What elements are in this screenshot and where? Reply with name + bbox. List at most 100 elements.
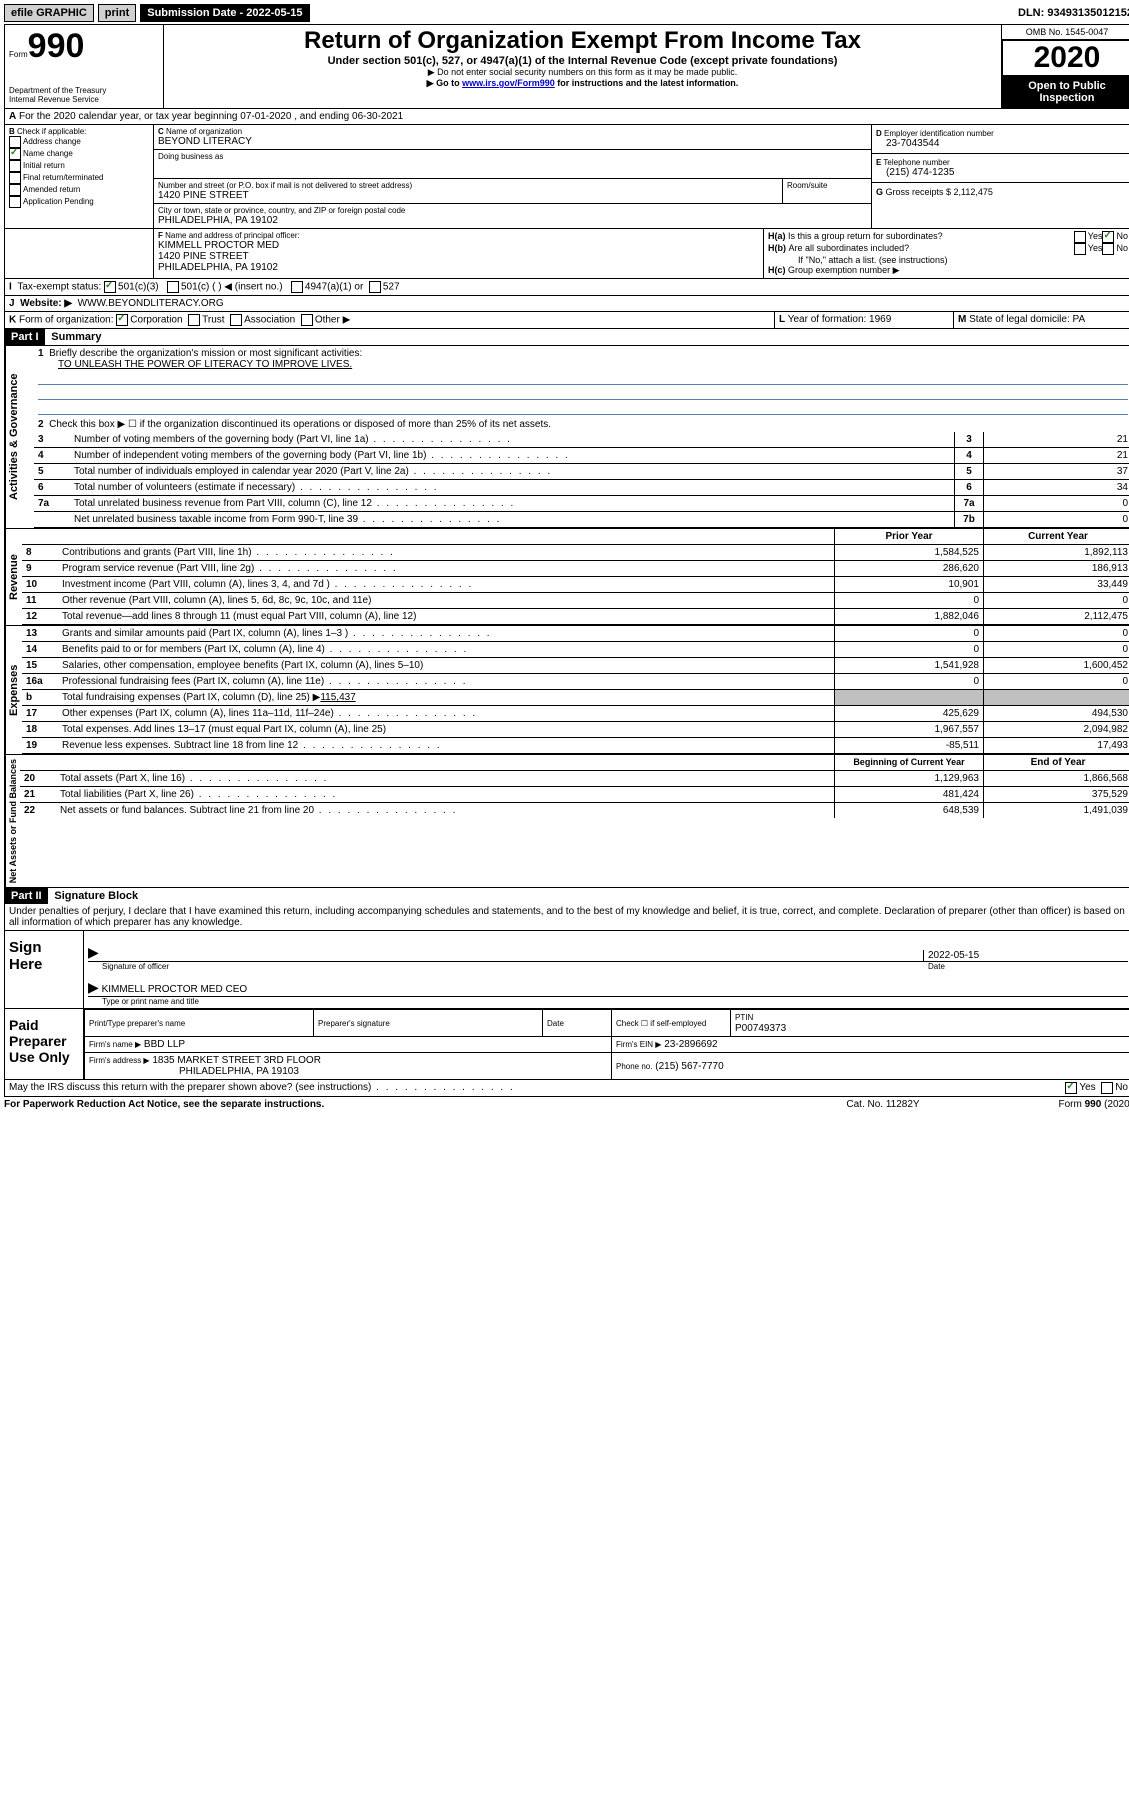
l16a: Professional fundraising fees (Part IX, … <box>58 674 834 689</box>
c16a: 0 <box>983 674 1129 689</box>
firm-addr-label: Firm's address ▶ <box>89 1056 150 1065</box>
net-assets-section: Net Assets or Fund Balances Beginning of… <box>5 754 1129 887</box>
tax-year-line: For the 2020 calendar year, or tax year … <box>19 111 403 122</box>
p22: 648,539 <box>834 803 983 818</box>
i-label: Tax-exempt status: <box>17 282 101 293</box>
note2-link[interactable]: www.irs.gov/Form990 <box>462 78 555 88</box>
efile-btn[interactable]: efile GRAPHIC <box>4 4 94 22</box>
501c-cb[interactable] <box>167 281 179 293</box>
l11: Other revenue (Part VIII, column (A), li… <box>58 593 834 608</box>
assoc-cb[interactable] <box>230 314 242 326</box>
prep-sig-label: Preparer's signature <box>318 1019 390 1028</box>
c15: 1,600,452 <box>983 658 1129 673</box>
website: WWW.BEYONDLITERACY.ORG <box>78 298 224 309</box>
ha-yes-cb[interactable] <box>1074 231 1086 243</box>
room-label: Room/suite <box>787 181 867 190</box>
revenue-section: Revenue bPrior YearCurrent Year 8Contrib… <box>5 528 1129 625</box>
v6: 34 <box>983 480 1129 495</box>
c9: 186,913 <box>983 561 1129 576</box>
assoc: Association <box>244 315 295 326</box>
l8: Contributions and grants (Part VIII, lin… <box>58 545 834 560</box>
tax-year: 2020 <box>1002 40 1129 76</box>
l17: Other expenses (Part IX, column (A), lin… <box>58 706 834 721</box>
officer-street: 1420 PINE STREET <box>158 251 759 262</box>
prep-date-label: Date <box>547 1019 564 1028</box>
note2-pre: ▶ Go to <box>427 78 462 88</box>
ha-no: No <box>1116 231 1128 243</box>
hb-no: No <box>1116 243 1128 255</box>
initial-return: Initial return <box>23 161 65 170</box>
app-pending-cb[interactable] <box>9 196 21 208</box>
4947-cb[interactable] <box>291 281 303 293</box>
c12: 2,112,475 <box>983 609 1129 624</box>
d-label: Employer identification number <box>884 129 994 138</box>
klm-row: K Form of organization: Corporation Trus… <box>5 312 1129 329</box>
check-self: Check ☐ if self-employed <box>616 1019 706 1028</box>
mission: TO UNLEASH THE POWER OF LITERACY TO IMPR… <box>58 359 1128 370</box>
amended-cb[interactable] <box>9 184 21 196</box>
note2-post: for instructions and the latest informat… <box>555 78 739 88</box>
p14: 0 <box>834 642 983 657</box>
fh-block: F Name and address of principal officer:… <box>5 229 1129 279</box>
final-cb[interactable] <box>9 172 21 184</box>
ha-yes: Yes <box>1088 231 1103 243</box>
discuss-no-cb[interactable] <box>1101 1082 1113 1094</box>
expenses-section: Expenses 13Grants and similar amounts pa… <box>5 625 1129 754</box>
501c3: 501(c)(3) <box>118 282 159 293</box>
corp-cb[interactable] <box>116 314 128 326</box>
hb-yes-cb[interactable] <box>1074 243 1086 255</box>
prep-name-label: Print/Type preparer's name <box>89 1019 185 1028</box>
initial-cb[interactable] <box>9 160 21 172</box>
addr-change: Address change <box>23 137 81 146</box>
s527: 527 <box>383 282 400 293</box>
preparer-table: Print/Type preparer's name Preparer's si… <box>84 1009 1129 1079</box>
p13: 0 <box>834 626 983 641</box>
g-label: Gross receipts $ 2,112,475 <box>886 187 993 197</box>
p15: 1,541,928 <box>834 658 983 673</box>
app-pending: Application Pending <box>23 197 94 206</box>
other-cb[interactable] <box>301 314 313 326</box>
street-label: Number and street (or P.O. box if mail i… <box>158 181 778 190</box>
sign-here-row: Sign Here ▶ 2022-05-15 Signature of offi… <box>5 930 1129 1008</box>
l18: Total expenses. Add lines 13–17 (must eq… <box>58 722 834 737</box>
paid-label: Paid Preparer Use Only <box>5 1009 84 1079</box>
vert-rev: Revenue <box>5 529 22 625</box>
part1-header: Part I <box>5 329 45 345</box>
p18: 1,967,557 <box>834 722 983 737</box>
p17: 425,629 <box>834 706 983 721</box>
h-note: If "No," attach a list. (see instruction… <box>768 255 1128 265</box>
l20: Total assets (Part X, line 16) <box>56 771 834 786</box>
p21: 481,424 <box>834 787 983 802</box>
trust-cb[interactable] <box>188 314 200 326</box>
l2-desc: Check this box ▶ ☐ if the organization d… <box>49 419 551 430</box>
l13: Grants and similar amounts paid (Part IX… <box>58 626 834 641</box>
form-subtitle: Under section 501(c), 527, or 4947(a)(1)… <box>168 55 997 67</box>
l4: Number of independent voting members of … <box>70 448 954 463</box>
c21: 375,529 <box>983 787 1129 802</box>
p20: 1,129,963 <box>834 771 983 786</box>
527-cb[interactable] <box>369 281 381 293</box>
l6: Total number of volunteers (estimate if … <box>70 480 954 495</box>
begin-hdr: Beginning of Current Year <box>834 755 983 770</box>
c19: 17,493 <box>983 738 1129 753</box>
c14: 0 <box>983 642 1129 657</box>
print-btn[interactable]: print <box>98 4 136 22</box>
paperwork: For Paperwork Reduction Act Notice, see … <box>4 1099 783 1110</box>
ha-no-cb[interactable] <box>1102 231 1114 243</box>
501c3-cb[interactable] <box>104 281 116 293</box>
firm-addr2: PHILADELPHIA, PA 19103 <box>89 1066 299 1077</box>
c20: 1,866,568 <box>983 771 1129 786</box>
discuss-no: No <box>1115 1082 1128 1094</box>
discuss-yes: Yes <box>1079 1082 1095 1094</box>
sign-here-label: Sign Here <box>5 931 84 1008</box>
ptin-label: PTIN <box>735 1013 753 1022</box>
discuss-yes-cb[interactable] <box>1065 1082 1077 1094</box>
firm-phone-label: Phone no. <box>616 1062 652 1071</box>
l10: Investment income (Part VIII, column (A)… <box>58 577 834 592</box>
hb-no-cb[interactable] <box>1102 243 1114 255</box>
l-label: Year of formation: 1969 <box>788 314 892 325</box>
name-change-cb[interactable] <box>9 148 21 160</box>
current-hdr: Current Year <box>983 529 1129 544</box>
l16b-pre: Total fundraising expenses (Part IX, col… <box>62 692 320 703</box>
f-label: Name and address of principal officer: <box>165 231 300 240</box>
